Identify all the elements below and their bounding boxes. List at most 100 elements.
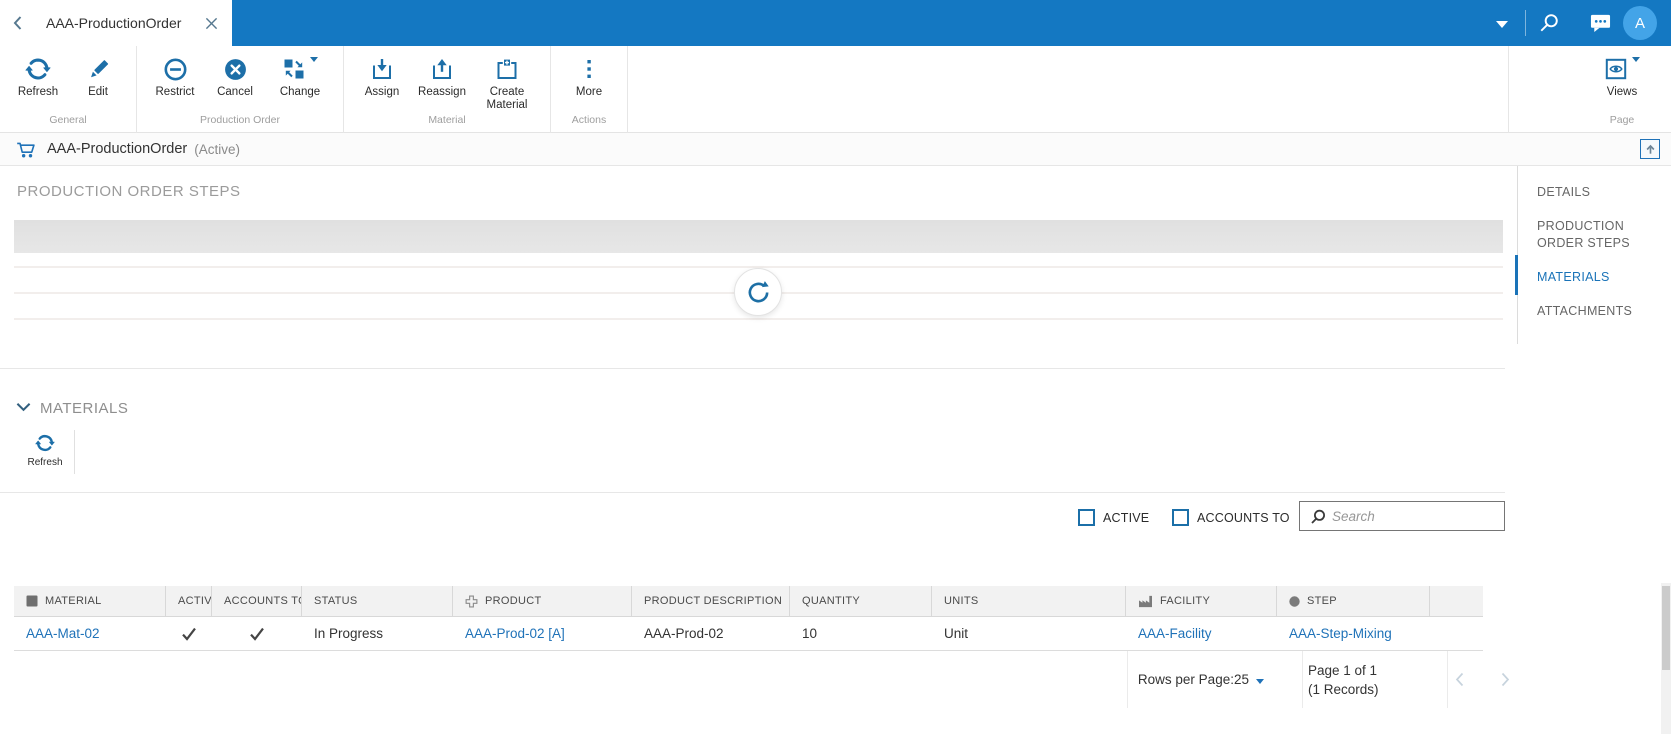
rows-per-page-value: 25 [1233, 672, 1249, 687]
restrict-icon [163, 55, 188, 83]
tab-title[interactable]: AAA-ProductionOrder [46, 15, 182, 31]
refresh-button[interactable]: Refresh [8, 53, 68, 99]
active-checkbox[interactable] [1078, 509, 1095, 526]
feedback-chat-icon[interactable] [1589, 12, 1612, 33]
create-material-icon [495, 55, 519, 83]
more-dots-icon [577, 55, 601, 83]
active-checkbox-label: ACTIVE [1103, 510, 1150, 525]
column-header-material[interactable]: MATERIAL [14, 586, 166, 616]
column-header-status[interactable]: STATUS [302, 586, 453, 616]
ribbon-group-label: Material [428, 114, 466, 126]
views-button[interactable]: Views [1587, 53, 1657, 99]
object-header: AAA-ProductionOrder (Active) [0, 133, 1671, 166]
collapse-panel-button[interactable] [1640, 139, 1660, 159]
restrict-button[interactable]: Restrict [145, 53, 205, 99]
views-eye-icon [1604, 55, 1628, 83]
change-dropdown-caret-icon[interactable] [310, 57, 318, 62]
column-header-facility[interactable]: FACILITY [1126, 586, 1277, 616]
scrollbar-thumb[interactable] [1662, 586, 1670, 670]
column-header-product[interactable]: PRODUCT [453, 586, 632, 616]
column-header-units[interactable]: UNITS [932, 586, 1126, 616]
ribbon-group-actions: More Actions [551, 46, 628, 133]
column-header-accounts-to[interactable]: ACCOUNTS TO [212, 586, 302, 616]
ribbon-group-production-order: Restrict Cancel [137, 46, 344, 133]
sidenav-item-attachments[interactable]: ATTACHMENTS [1537, 304, 1633, 318]
edit-button[interactable]: Edit [68, 53, 128, 99]
column-header-active[interactable]: ACTIVE [166, 586, 212, 616]
column-header-filler [1430, 586, 1483, 616]
filter-divider [0, 492, 1505, 493]
assign-button[interactable]: Assign [352, 53, 412, 99]
filter-active: ACTIVE [1078, 509, 1149, 526]
next-page-button[interactable] [1493, 665, 1517, 695]
side-nav: DETAILS PRODUCTION ORDER STEPS MATERIALS… [1537, 184, 1667, 337]
checkmark-icon [181, 627, 197, 641]
page-count-text: Page 1 of 1 [1308, 662, 1378, 678]
footer-separator [1302, 651, 1303, 708]
sidenav-item-production-order-steps[interactable]: PRODUCTION ORDER STEPS [1537, 219, 1630, 250]
reassign-icon [430, 55, 454, 83]
materials-search-box [1299, 501, 1505, 531]
avatar[interactable]: A [1623, 6, 1657, 40]
steps-skeleton-row [14, 266, 1503, 268]
sidenav-item-materials[interactable]: MATERIALS [1537, 270, 1610, 284]
record-count-text: (1 Records) [1308, 681, 1379, 697]
accounts-to-checkbox-label: ACCOUNTS TO [1197, 510, 1290, 525]
square-icon [26, 595, 38, 607]
reassign-button[interactable]: Reassign [412, 53, 472, 99]
steps-skeleton-header [14, 220, 1503, 253]
refresh-icon [25, 55, 51, 83]
material-link[interactable]: AAA-Mat-02 [26, 626, 100, 641]
ribbon-spacer [628, 46, 1508, 133]
page-info: Page 1 of 1 (1 Records) [1308, 651, 1447, 708]
ribbon-group-label: General [49, 114, 87, 126]
ribbon-group-page: Views Page [1508, 46, 1671, 133]
accounts-to-checkbox[interactable] [1172, 509, 1189, 526]
steps-skeleton-row [14, 318, 1503, 320]
topbar-divider [1525, 10, 1526, 36]
tab-close-icon[interactable] [205, 17, 218, 30]
table-row: AAA-Mat-02 In Progress AAA-Prod-02 [A] A… [14, 616, 1483, 651]
change-icon [282, 55, 306, 83]
materials-refresh-button[interactable]: Refresh [20, 433, 70, 468]
search-input[interactable] [1332, 502, 1502, 530]
ribbon-group-label: Actions [571, 114, 607, 126]
cancel-button[interactable]: Cancel [205, 53, 265, 99]
views-dropdown-caret-icon[interactable] [1632, 57, 1640, 62]
active-cell [166, 617, 212, 650]
more-button[interactable]: More [559, 53, 619, 99]
circle-icon [1289, 595, 1300, 607]
column-header-step[interactable]: STEP [1277, 586, 1430, 616]
step-link[interactable]: AAA-Step-Mixing [1289, 626, 1392, 641]
pagination-nav [1447, 651, 1517, 708]
rows-per-page-selector[interactable]: Rows per Page: 25 [1127, 651, 1302, 708]
global-search-icon[interactable] [1538, 11, 1561, 34]
ribbon-toolbar: Refresh Edit General Restrict [0, 46, 1671, 133]
vertical-scrollbar[interactable] [1661, 583, 1671, 734]
toolbar-separator [74, 430, 75, 474]
back-button[interactable] [0, 16, 34, 30]
create-material-button[interactable]: Create Material [472, 53, 542, 112]
object-status: (Active) [194, 141, 240, 157]
plus-grid-icon [465, 595, 478, 608]
sidenav-item-details[interactable]: DETAILS [1537, 185, 1591, 199]
facility-link[interactable]: AAA-Facility [1138, 626, 1212, 641]
ribbon-group-label: Production Order [200, 114, 280, 126]
change-button[interactable]: Change [265, 53, 335, 99]
product-link[interactable]: AAA-Prod-02 [A] [465, 626, 565, 641]
side-nav-active-indicator [1515, 255, 1518, 295]
factory-icon [1138, 595, 1153, 608]
previous-page-button[interactable] [1447, 665, 1471, 695]
materials-collapse-chevron-icon[interactable] [16, 402, 31, 412]
ribbon-group-label: Page [1609, 114, 1635, 126]
steps-section-title: PRODUCTION ORDER STEPS [17, 183, 241, 200]
cancel-icon [223, 55, 248, 83]
column-header-product-description[interactable]: PRODUCT DESCRIPTION [632, 586, 790, 616]
materials-table-header: MATERIAL ACTIVE ACCOUNTS TO STATUS PRODU… [14, 586, 1483, 616]
loading-spinner-icon [734, 268, 782, 316]
chevron-right-icon [1501, 672, 1509, 687]
topbar-dropdown-caret-icon[interactable] [1496, 21, 1508, 28]
filter-accounts-to: ACCOUNTS TO [1172, 509, 1290, 526]
materials-section-title: MATERIALS [40, 400, 129, 417]
column-header-quantity[interactable]: QUANTITY [790, 586, 932, 616]
